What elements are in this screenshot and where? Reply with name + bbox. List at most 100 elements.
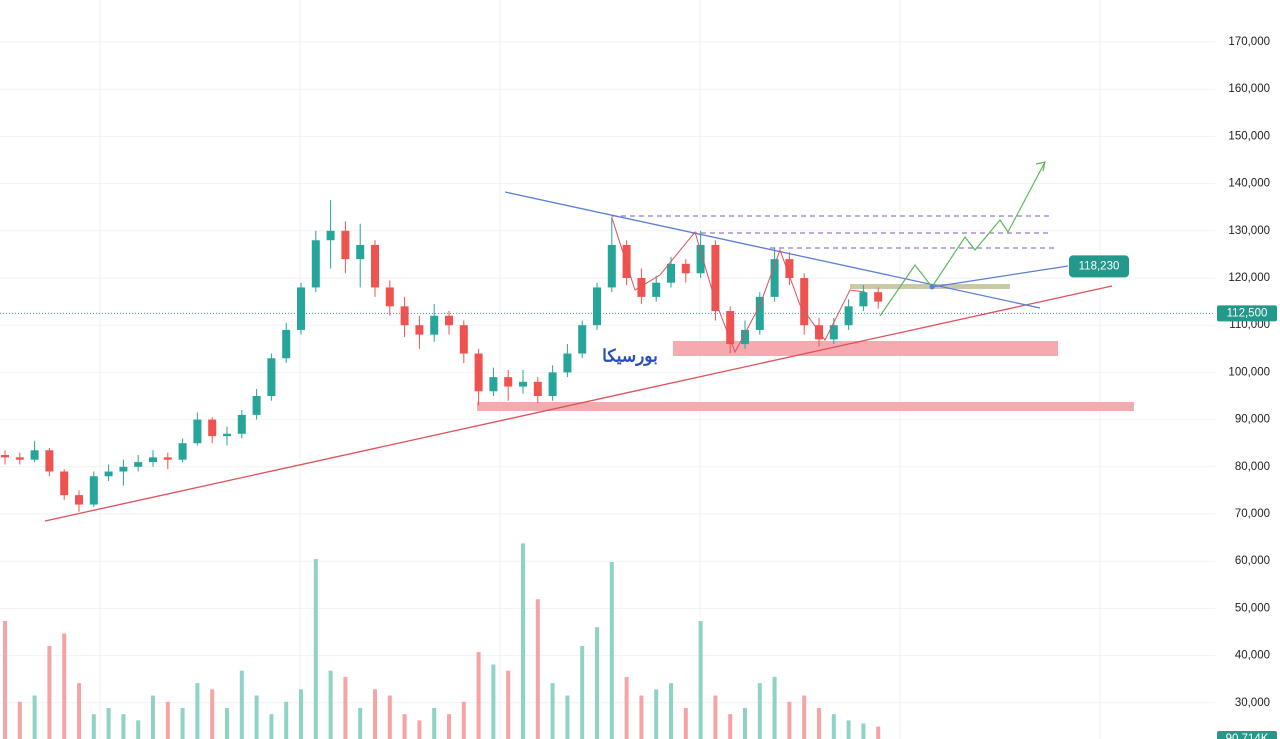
vertical-grid bbox=[99, 0, 1101, 739]
volume-bar bbox=[17, 701, 22, 739]
candle-body bbox=[829, 325, 838, 340]
volume-bar bbox=[239, 670, 244, 739]
candle-body bbox=[637, 278, 646, 297]
candle-body bbox=[607, 244, 616, 288]
volume-bar bbox=[91, 714, 96, 739]
candle-body bbox=[652, 282, 661, 297]
candle-body bbox=[785, 259, 794, 279]
y-tick-label: 120,000 bbox=[1228, 272, 1270, 284]
candle-body bbox=[326, 230, 335, 241]
candle-body bbox=[593, 287, 601, 326]
volume-bar bbox=[683, 707, 688, 739]
candle-body bbox=[548, 372, 557, 397]
candles bbox=[1, 200, 883, 512]
volume-bar bbox=[151, 695, 155, 739]
candle-body bbox=[134, 462, 143, 467]
candle-body bbox=[1, 455, 9, 458]
volume-bar bbox=[787, 701, 792, 739]
volume-bar bbox=[772, 676, 777, 739]
volume-bar bbox=[846, 720, 851, 739]
volume-bar bbox=[373, 689, 377, 739]
projection-path bbox=[879, 161, 1046, 317]
volume-bar bbox=[358, 707, 363, 739]
trendline bbox=[504, 191, 1041, 309]
candle-body bbox=[60, 471, 69, 496]
candle-body bbox=[741, 329, 749, 345]
volume-bar bbox=[743, 707, 747, 739]
price-axis: 30,000 40,000 50,000 60,000 70,000 80,000 90,0… bbox=[1228, 36, 1270, 709]
candle-body bbox=[223, 433, 231, 437]
candle-body bbox=[193, 419, 202, 444]
last-price-tag bbox=[1217, 305, 1277, 322]
candle-body bbox=[371, 244, 379, 288]
volume-bar bbox=[180, 707, 185, 739]
volume bbox=[3, 543, 881, 739]
volume-bar bbox=[32, 695, 37, 739]
volume-bar bbox=[210, 689, 215, 739]
candle-body bbox=[178, 443, 187, 460]
volume-bar bbox=[328, 670, 333, 739]
y-tick-label: 60,000 bbox=[1235, 555, 1270, 567]
support-zone bbox=[673, 341, 1058, 356]
y-tick-label: 140,000 bbox=[1228, 178, 1270, 190]
candle-body bbox=[400, 306, 409, 326]
anchor-point bbox=[929, 284, 935, 290]
projection-arrow bbox=[1035, 161, 1046, 172]
y-tick-label: 90,000 bbox=[1235, 414, 1270, 426]
volume-bar bbox=[861, 723, 866, 739]
volume-bar bbox=[387, 695, 392, 739]
volume-bar bbox=[121, 714, 126, 739]
volume-bar bbox=[284, 701, 289, 739]
volume-bar bbox=[728, 714, 733, 739]
volume-bar bbox=[669, 683, 673, 739]
y-tick-label: 160,000 bbox=[1228, 83, 1270, 95]
candle-body bbox=[30, 450, 39, 460]
volume-bar bbox=[609, 562, 614, 739]
volume-bar bbox=[432, 707, 437, 739]
volume-bar bbox=[491, 664, 496, 739]
volume-bar bbox=[299, 689, 303, 739]
annotation-text: بورسیکا bbox=[602, 346, 658, 366]
y-tick-label: 50,000 bbox=[1235, 602, 1270, 614]
volume-bar bbox=[195, 683, 200, 739]
candle-body bbox=[533, 381, 542, 397]
candle-body bbox=[667, 263, 675, 283]
candle-body bbox=[770, 259, 779, 297]
volume-bar bbox=[831, 714, 836, 739]
candle-body bbox=[415, 325, 424, 335]
candle-body bbox=[311, 240, 320, 288]
candle-body bbox=[622, 244, 631, 279]
volume-bar bbox=[447, 714, 451, 739]
volume-bar bbox=[580, 645, 585, 739]
candle-body bbox=[459, 325, 468, 354]
volume-bar bbox=[343, 676, 348, 739]
volume-bar bbox=[698, 621, 703, 739]
candle-body bbox=[859, 292, 868, 307]
candle-body bbox=[208, 419, 217, 437]
volume-bar bbox=[106, 707, 111, 739]
y-tick-label: 40,000 bbox=[1235, 650, 1270, 662]
grid bbox=[0, 41, 1215, 704]
y-tick-label: 130,000 bbox=[1228, 225, 1270, 237]
volume-bar bbox=[313, 558, 318, 739]
volume-bar bbox=[550, 683, 555, 739]
volume-tag bbox=[1217, 731, 1277, 739]
candle-body bbox=[844, 306, 853, 326]
y-tick-label: 170,000 bbox=[1228, 36, 1270, 48]
candle-body bbox=[519, 381, 527, 387]
support-zone bbox=[477, 402, 1134, 411]
candle-body bbox=[282, 329, 291, 359]
volume-bar bbox=[225, 707, 229, 739]
volume-bar bbox=[47, 645, 52, 739]
candle-body bbox=[15, 457, 24, 460]
candle-body bbox=[696, 244, 705, 274]
target-tag bbox=[1069, 255, 1129, 278]
candle-body bbox=[45, 450, 54, 472]
candle-body bbox=[800, 278, 809, 326]
y-tick-label: 100,000 bbox=[1228, 366, 1270, 378]
candle-body bbox=[445, 315, 453, 326]
volume-bar bbox=[521, 543, 525, 739]
volume-bar bbox=[817, 707, 821, 739]
volume-bar bbox=[565, 695, 570, 739]
